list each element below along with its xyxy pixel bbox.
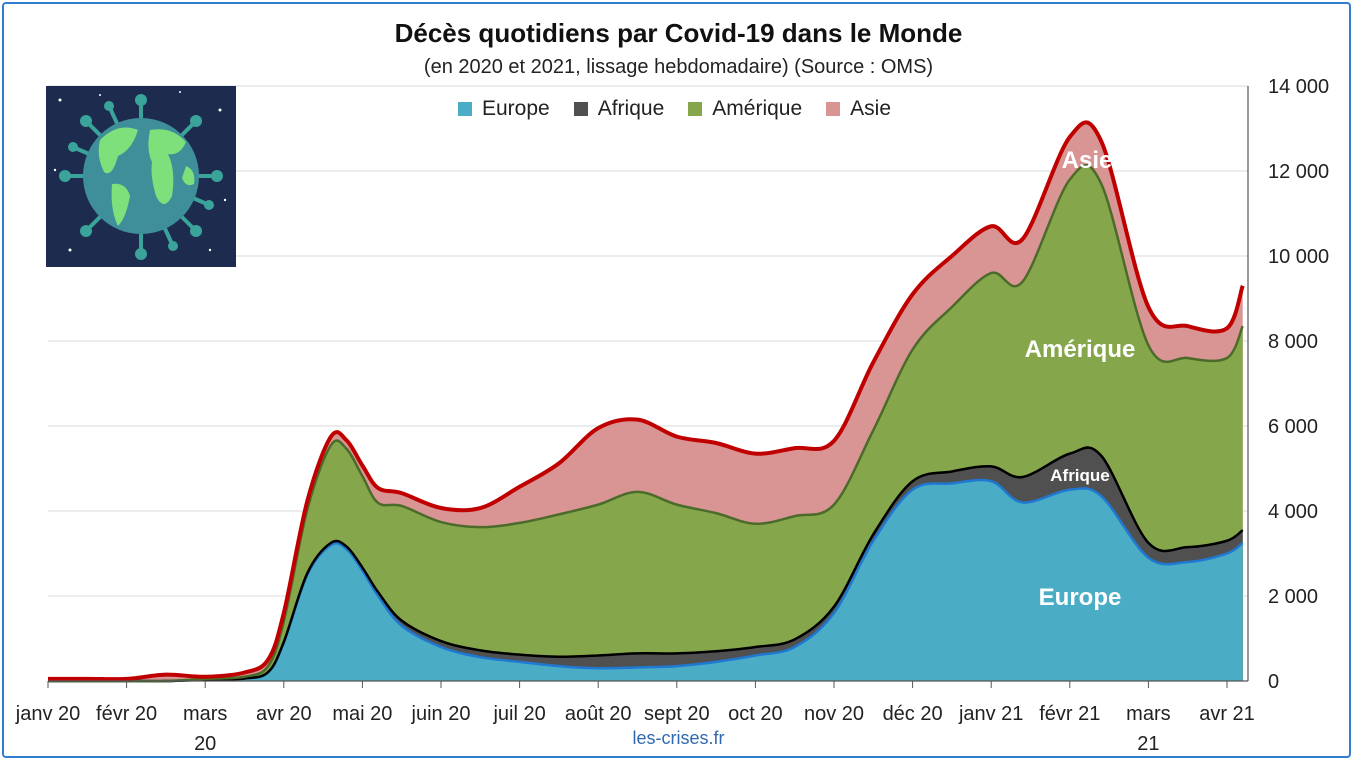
- y-tick-label: 0: [1268, 671, 1279, 693]
- y-tick-label: 6 000: [1268, 416, 1318, 438]
- chart-subtitle: (en 2020 et 2021, lissage hebdomadaire) …: [423, 56, 934, 78]
- y-tick-label: 4 000: [1268, 501, 1318, 523]
- area-europe: [48, 480, 1243, 682]
- y-tick-label: 8 000: [1268, 331, 1318, 353]
- series-lines: [47, 120, 1245, 683]
- line-afrique: [47, 446, 1244, 683]
- legend-label-afrique: Afrique: [597, 97, 665, 120]
- x-tick-label: mai 20: [332, 703, 392, 725]
- x-tick-label: mars: [1126, 703, 1170, 725]
- x-tick-label: 21: [1137, 733, 1159, 755]
- source-label: les-crises.fr: [632, 728, 725, 748]
- x-tick-label: nov 20: [804, 703, 864, 725]
- x-axis: [48, 86, 1249, 682]
- x-tick-label: mars: [183, 703, 227, 725]
- area-label-europe: Europe: [1039, 584, 1122, 611]
- line-asie: [48, 120, 1245, 682]
- x-tick-label: juin 20: [411, 703, 471, 725]
- y-tick-label: 2 000: [1268, 586, 1318, 608]
- x-tick-label: sept 20: [644, 703, 710, 725]
- line-amerique: [47, 163, 1244, 683]
- x-axis-ticks: janv 20 févr 20 mars 20 avr 20 mai 20 juin 20 j…: [15, 681, 1255, 755]
- legend-item-afrique: Afrique: [573, 97, 665, 121]
- y-tick-label: 14 000: [1268, 76, 1329, 98]
- area-label-asie: Asie: [1062, 147, 1113, 174]
- area-labels: Asie Amérique Afrique Europe: [1025, 147, 1136, 611]
- legend-swatch-asie: [826, 102, 841, 116]
- y-tick-label: 10 000: [1268, 246, 1329, 268]
- legend-item-amerique: Amérique: [688, 97, 802, 121]
- x-tick-label: janv 20: [15, 703, 81, 725]
- x-tick-label: févr 20: [96, 703, 157, 725]
- x-tick-label: déc 20: [883, 703, 943, 725]
- area-label-amerique: Amérique: [1025, 336, 1136, 363]
- x-tick-label: 20: [194, 733, 216, 755]
- x-tick-label: août 20: [565, 703, 632, 725]
- legend-label-amerique: Amérique: [712, 97, 803, 120]
- y-tick-label: 12 000: [1268, 161, 1329, 183]
- legend-swatch-europe: [458, 102, 472, 116]
- chart-title: Décès quotidiens par Covid-19 dans le Mo…: [394, 18, 963, 48]
- legend-item-asie: Asie: [826, 97, 891, 121]
- x-tick-label: avr 20: [256, 703, 312, 725]
- x-tick-label: janv 21: [958, 703, 1024, 725]
- x-tick-label: oct 20: [728, 703, 782, 725]
- y-axis-ticks: 0 2 000 4 000 6 000 8 000 10 000 12 000 14 000: [1268, 76, 1329, 693]
- legend-swatch-amerique: [688, 102, 703, 116]
- legend-item-europe: Europe: [458, 97, 550, 121]
- x-tick-label: févr 21: [1039, 703, 1100, 725]
- x-tick-label: avr 21: [1199, 703, 1255, 725]
- legend-swatch-afrique: [573, 102, 588, 116]
- legend-label-asie: Asie: [850, 97, 892, 120]
- stacked-areas: [48, 122, 1243, 682]
- x-tick-label: juil 20: [492, 703, 545, 725]
- legend: Europe Afrique Amérique Asie: [458, 97, 891, 121]
- legend-label-europe: Europe: [482, 97, 550, 120]
- area-label-afrique: Afrique: [1050, 466, 1110, 485]
